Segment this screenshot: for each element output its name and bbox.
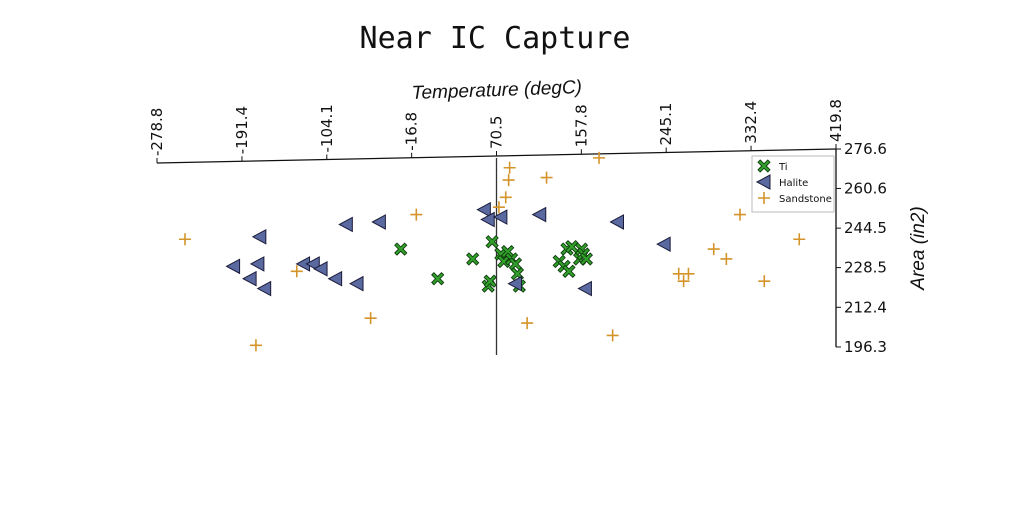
y-tick-label: 212.4 [844, 298, 887, 316]
ti-point [394, 242, 408, 256]
x-axis-label: Temperature (degC) [411, 77, 582, 104]
x-tick-label: -278.8 [148, 108, 166, 156]
x-tick-label: 419.8 [827, 99, 845, 142]
halite-point [480, 211, 495, 228]
halite-point [327, 270, 343, 287]
sandstone-point [290, 265, 303, 278]
ti-point [565, 240, 579, 254]
halite-point [507, 275, 522, 292]
halite-point [313, 260, 328, 277]
halite-point [249, 256, 265, 272]
y-tick-label: 276.6 [844, 140, 887, 158]
ti-point [431, 272, 445, 286]
ti-point [562, 264, 576, 278]
sandstone-point [364, 312, 377, 325]
ti-point [466, 252, 480, 266]
legend-ti-label: Ti [778, 162, 788, 173]
halite-point [531, 206, 547, 223]
ti-point [508, 257, 523, 271]
y-tick-label: 228.5 [844, 259, 887, 277]
halite-point [242, 270, 257, 287]
halite-point [225, 258, 241, 275]
sandstone-point [503, 161, 516, 174]
ti-point [483, 274, 497, 288]
y-axis-label: Area (in2) [908, 206, 929, 290]
sandstone-point [249, 339, 262, 352]
sandstone-point [733, 208, 746, 221]
sandstone-point [606, 329, 619, 342]
sandstone-point [720, 252, 733, 265]
chart-title: Near IC Capture [360, 21, 631, 56]
sandstone-point [707, 243, 720, 256]
x-tick-label: -191.4 [233, 106, 251, 154]
sandstone-point [410, 208, 423, 221]
sandstone-point [499, 191, 512, 204]
legend: Ti Halite Sandstone [751, 155, 835, 213]
halite-point [492, 209, 508, 225]
sandstone-point [682, 267, 695, 280]
halite-point [476, 201, 491, 218]
y-tick-label: 260.6 [844, 179, 887, 197]
legend-halite-marker [755, 174, 771, 190]
halite-point [609, 214, 625, 230]
legend-sandstone-marker [758, 192, 770, 204]
legend-halite-label: Halite [779, 178, 808, 189]
x-tick-label: -104.1 [318, 104, 336, 152]
sandstone-point [793, 233, 806, 246]
sandstone-point [593, 151, 606, 164]
chart-marks [178, 151, 806, 352]
legend-sandstone-label: Sandstone [779, 194, 832, 205]
x-tick-label: 70.5 [488, 116, 506, 149]
legend-ti-marker [757, 159, 771, 173]
sandstone-point [492, 201, 505, 214]
halite-point [348, 275, 364, 292]
x-tick-label: 245.1 [657, 103, 675, 146]
sandstone-point [758, 275, 771, 288]
x-tick-label: 332.4 [742, 101, 760, 144]
halite-point [251, 228, 267, 245]
halite-point [338, 216, 353, 233]
halite-point [256, 280, 272, 297]
sandstone-point [540, 171, 553, 184]
sandstone-point [502, 174, 515, 187]
x-tick-label: -16.8 [403, 112, 421, 151]
ti-point [485, 235, 499, 249]
halite-point [371, 214, 386, 230]
ti-point [579, 252, 594, 266]
axes: -278.8 -191.4 -104.1 -16.8 70.5 157.8 245.1 332… [148, 99, 887, 356]
sandstone-point [521, 317, 534, 330]
halite-point [577, 280, 592, 297]
x-tick-label: 157.8 [572, 104, 590, 147]
y-tick-label: 196.3 [844, 338, 887, 356]
sandstone-point [677, 275, 690, 288]
halite-point [656, 236, 671, 253]
y-tick-label: 244.5 [844, 219, 887, 237]
sandstone-point [178, 233, 191, 246]
